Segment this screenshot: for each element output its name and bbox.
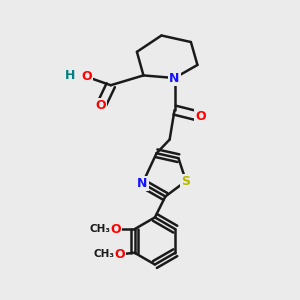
- Text: O: O: [96, 99, 106, 112]
- Text: H: H: [65, 69, 75, 82]
- Text: S: S: [182, 175, 190, 188]
- Text: O: O: [115, 248, 125, 261]
- Text: O: O: [82, 70, 92, 83]
- Text: O: O: [110, 223, 121, 236]
- Text: N: N: [137, 177, 148, 190]
- Text: CH₃: CH₃: [90, 224, 111, 234]
- Text: N: N: [169, 71, 180, 85]
- Text: CH₃: CH₃: [94, 249, 115, 260]
- Text: O: O: [195, 110, 206, 123]
